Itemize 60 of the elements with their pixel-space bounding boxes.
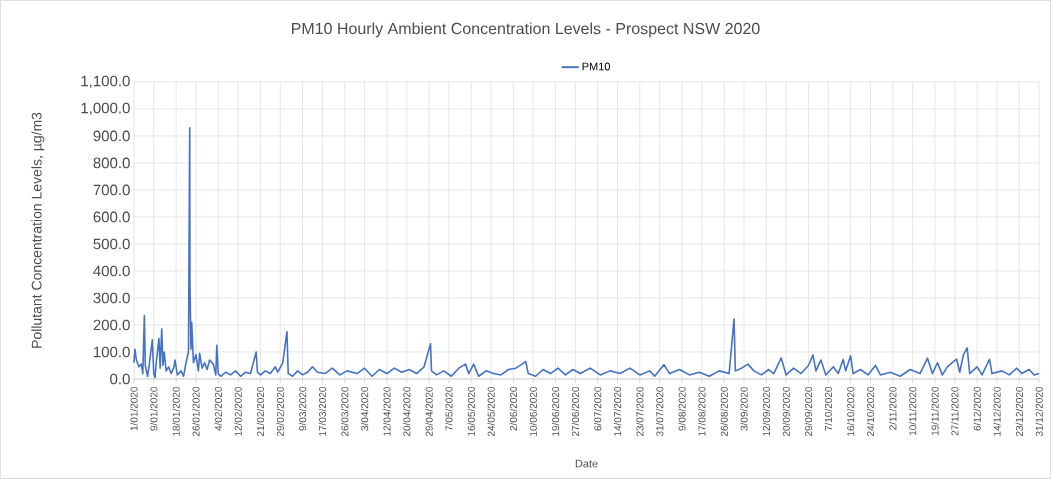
x-tick-label: 12/09/2020: [762, 386, 770, 436]
y-tick-label: 600.0: [93, 211, 130, 223]
x-tick-label: 31/07/2020: [656, 386, 664, 437]
x-tick-label: 21/02/2020: [256, 386, 265, 437]
x-tick-label: 26/03/2020: [341, 386, 349, 437]
x-tick-label: 23/07/2020: [636, 386, 644, 437]
legend-label: PM10: [582, 62, 610, 71]
y-tick-label: 1,100.0: [81, 75, 130, 89]
x-tick-label: 29/02/2020: [276, 386, 284, 437]
x-tick-label: 26/01/2020: [192, 386, 200, 437]
x-tick-label: 10/11/2020: [908, 386, 917, 436]
x-tick-label: 20/04/2020: [403, 386, 411, 437]
x-tick-label: 17/03/2020: [318, 386, 327, 436]
x-tick-label: 19/06/2020: [551, 386, 560, 436]
x-tick-label: 31/12/2020: [1035, 386, 1043, 437]
x-tick-label: 7/10/2020: [824, 386, 832, 431]
x-tick-label: 10/06/2020: [529, 386, 537, 436]
x-tick-label: 23/12/2020: [1015, 386, 1023, 437]
x-tick-label: 16/05/2020: [467, 386, 475, 436]
x-tick-label: 24/10/2020: [866, 386, 875, 437]
x-tick-label: 2/06/2020: [509, 386, 518, 431]
x-tick-label: 14/12/2020: [993, 386, 1001, 436]
x-tick-label: 14/07/2020: [613, 386, 622, 436]
x-tick-label: 9/03/2020: [298, 386, 307, 431]
x-tick-label: 20/09/2020: [782, 386, 790, 437]
x-tick-label: 29/04/2020: [425, 386, 433, 437]
x-tick-label: 24/05/2020: [487, 386, 495, 437]
x-tick-label: 3/09/2020: [740, 386, 748, 431]
x-tick-label: 17/08/2020: [698, 386, 706, 436]
y-axis-title: Pollutant Concentration Levels, µg/m3: [31, 112, 45, 348]
x-tick-label: 4/02/2020: [214, 386, 222, 431]
x-tick-label: 6/12/2020: [973, 386, 981, 431]
x-tick-label: 27/06/2020: [571, 386, 580, 437]
x-tick-label: 3/04/2020: [360, 386, 369, 431]
x-tick-label: 26/08/2020: [720, 386, 728, 437]
x-tick-label: 12/02/2020: [234, 386, 242, 436]
y-tick-label: 0.0: [110, 373, 130, 385]
x-tick-label: 9/01/2020: [150, 386, 158, 431]
x-axis-title: Date: [575, 459, 598, 468]
y-tick-label: 200.0: [93, 319, 130, 331]
x-tick-label: 18/01/2020: [172, 386, 180, 436]
x-tick-label: 7/05/2020: [445, 386, 453, 431]
x-tick-label: 27/11/2020: [951, 386, 959, 436]
x-tick-label: 2/11/2020: [889, 386, 897, 430]
x-tick-label: 19/11/2020: [931, 386, 939, 436]
x-tick-label: 29/09/2020: [804, 386, 813, 437]
y-tick-label: 300.0: [93, 292, 130, 304]
x-tick-label: 6/07/2020: [594, 386, 602, 431]
x-tick-label: 1/01/2020: [130, 386, 138, 431]
y-tick-label: 400.0: [93, 265, 130, 277]
y-tick-label: 100.0: [93, 346, 130, 358]
y-tick-label: 500.0: [93, 238, 130, 250]
x-tick-label: 16/10/2020: [846, 386, 855, 436]
y-tick-label: 800.0: [93, 157, 130, 169]
y-tick-label: 900.0: [93, 130, 130, 142]
chart-title: PM10 Hourly Ambient Concentration Levels - Prospect NSW 2020: [292, 22, 760, 38]
x-tick-label: 12/04/2020: [383, 386, 391, 436]
y-tick-label: 1,000.0: [81, 102, 130, 116]
x-tick-label: 9/08/2020: [678, 386, 686, 431]
y-tick-label: 700.0: [93, 184, 130, 196]
